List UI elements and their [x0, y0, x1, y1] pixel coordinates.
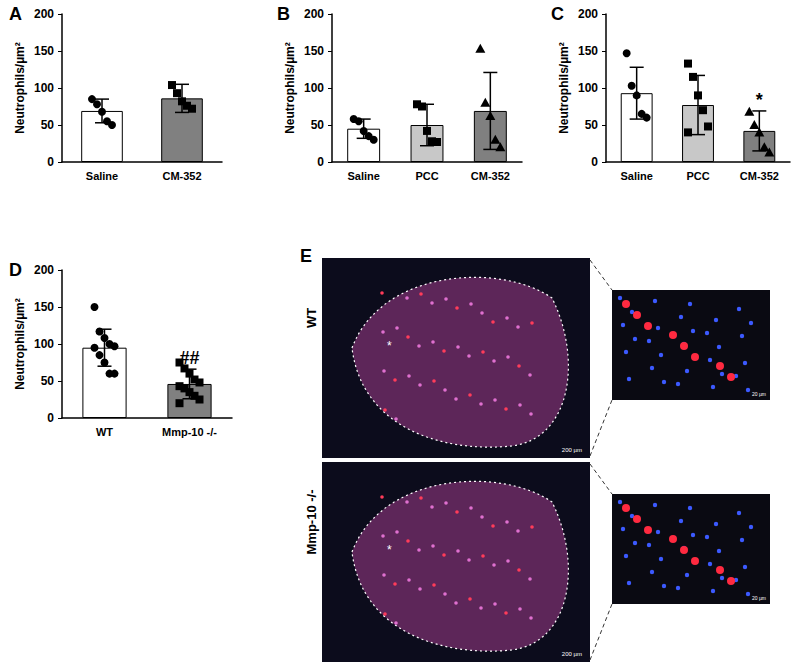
svg-text:100: 100	[578, 81, 598, 95]
svg-text:150: 150	[578, 44, 598, 58]
svg-text:WT: WT	[96, 426, 113, 438]
svg-text:*: *	[387, 339, 392, 353]
svg-text:CM-352: CM-352	[740, 170, 779, 182]
svg-text:CM-352: CM-352	[162, 170, 201, 182]
svg-text:##: ##	[179, 348, 199, 368]
svg-text:Mmp-10 -/-: Mmp-10 -/-	[304, 490, 319, 555]
svg-text:PCC: PCC	[686, 170, 709, 182]
svg-text:200: 200	[304, 7, 324, 21]
svg-text:WT: WT	[304, 308, 319, 328]
svg-text:150: 150	[34, 44, 54, 58]
svg-text:Mmp-10 -/-: Mmp-10 -/-	[162, 426, 217, 438]
svg-text:150: 150	[304, 44, 324, 58]
svg-text:50: 50	[41, 374, 55, 388]
svg-text:0: 0	[47, 155, 54, 169]
svg-text:Neutrophils/µm²: Neutrophils/µm²	[283, 42, 297, 134]
svg-text:50: 50	[311, 118, 325, 132]
svg-text:Neutrophils/µm²: Neutrophils/µm²	[13, 42, 27, 134]
svg-text:150: 150	[34, 300, 54, 314]
svg-text:*: *	[756, 90, 763, 110]
svg-text:100: 100	[34, 337, 54, 351]
svg-text:Saline: Saline	[86, 170, 118, 182]
svg-text:PCC: PCC	[415, 170, 438, 182]
svg-text:Saline: Saline	[347, 170, 379, 182]
svg-text:50: 50	[41, 118, 55, 132]
svg-text:0: 0	[591, 155, 598, 169]
svg-text:CM-352: CM-352	[471, 170, 510, 182]
svg-text:B: B	[277, 4, 290, 24]
svg-text:C: C	[551, 4, 564, 24]
svg-text:200 µm: 200 µm	[562, 447, 582, 453]
svg-text:*: *	[387, 543, 392, 557]
svg-text:Neutrophils/µm²: Neutrophils/µm²	[13, 298, 27, 390]
svg-text:200: 200	[578, 7, 598, 21]
svg-text:Saline: Saline	[620, 170, 652, 182]
svg-text:E: E	[300, 246, 312, 266]
svg-text:20 µm: 20 µm	[752, 595, 766, 601]
svg-text:D: D	[9, 260, 22, 280]
svg-text:200: 200	[34, 7, 54, 21]
svg-text:200 µm: 200 µm	[562, 651, 582, 657]
svg-text:50: 50	[585, 118, 599, 132]
svg-text:A: A	[9, 4, 22, 24]
svg-text:200: 200	[34, 263, 54, 277]
svg-text:0: 0	[317, 155, 324, 169]
svg-text:20 µm: 20 µm	[752, 391, 766, 397]
svg-text:Neutrophils/µm²: Neutrophils/µm²	[557, 42, 571, 134]
svg-text:100: 100	[304, 81, 324, 95]
svg-text:100: 100	[34, 81, 54, 95]
svg-text:0: 0	[47, 411, 54, 425]
